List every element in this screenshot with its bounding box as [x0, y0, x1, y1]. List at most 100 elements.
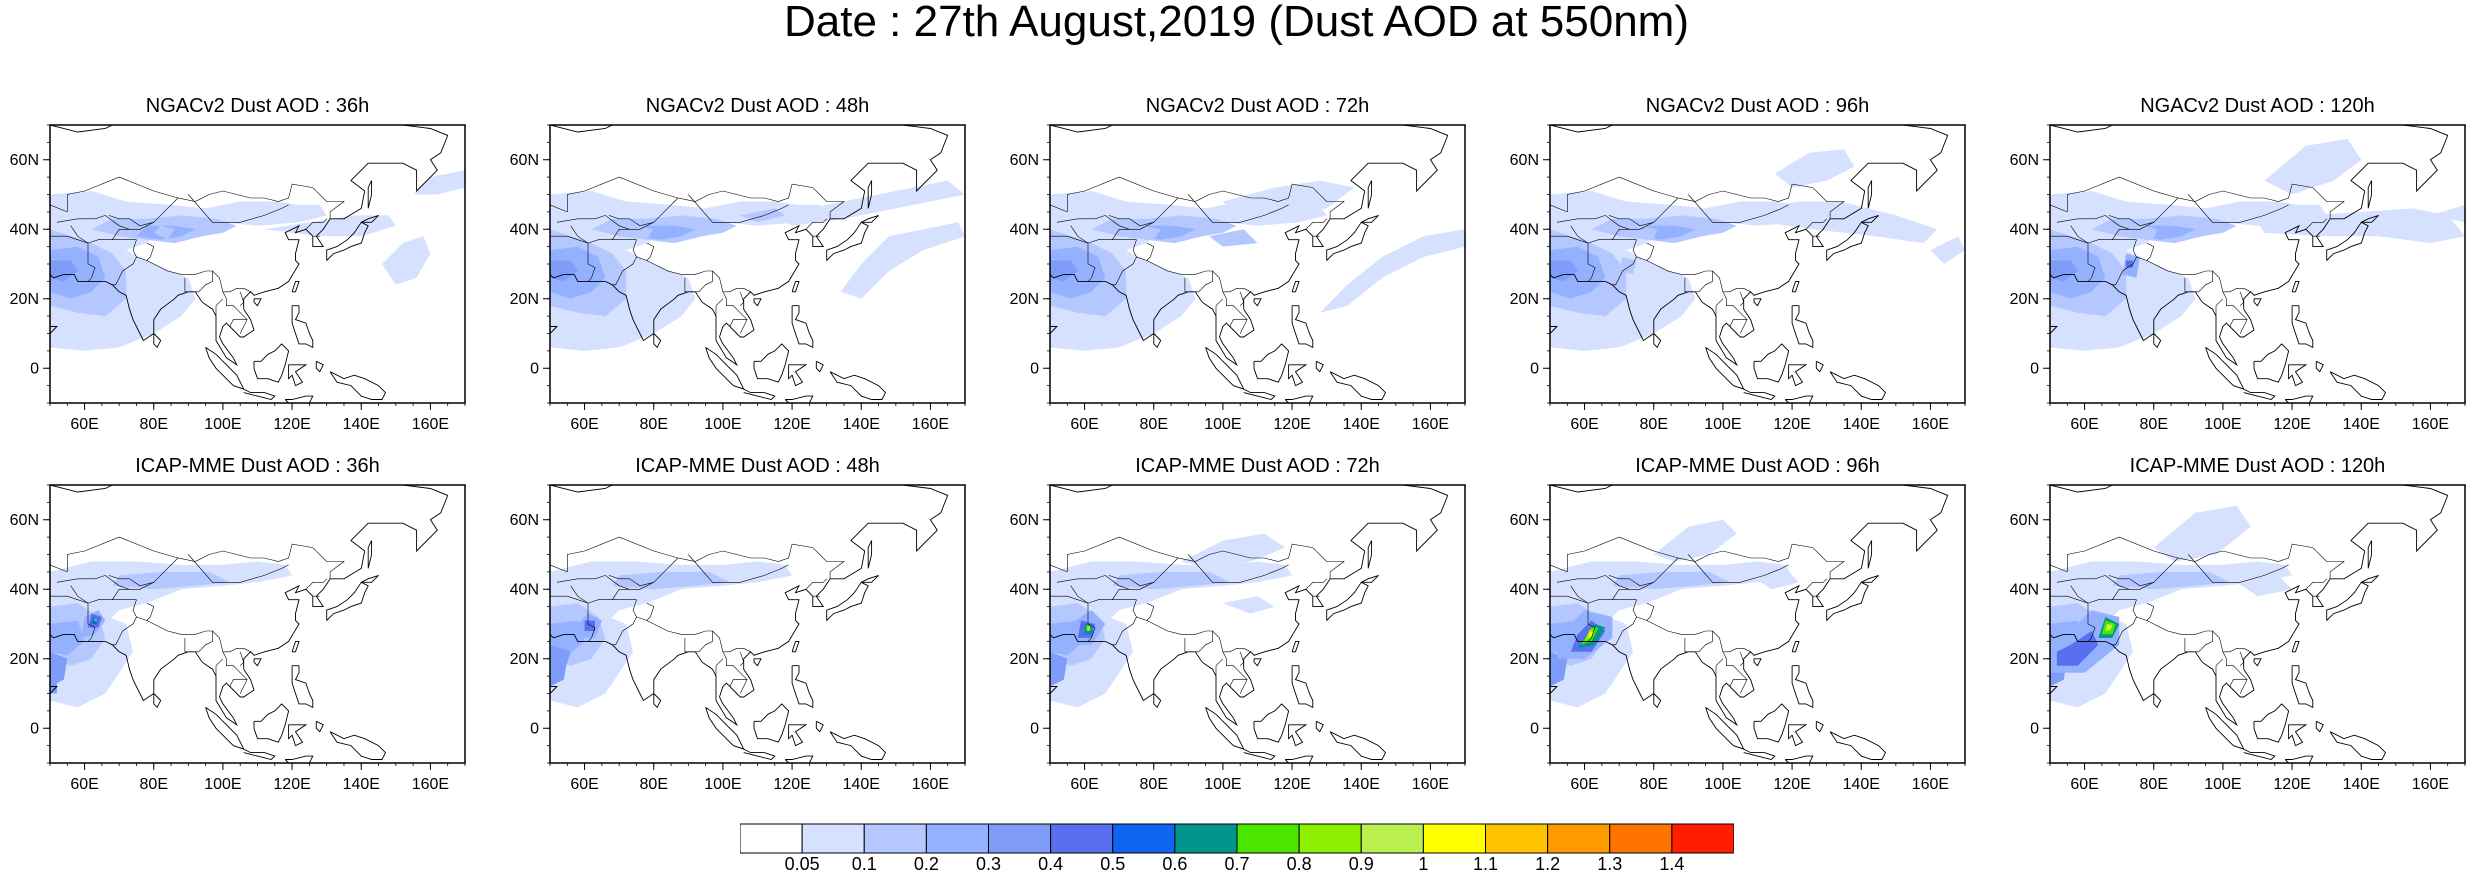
- lon-tick-label: 100E: [2204, 416, 2241, 433]
- coastline: [2367, 540, 2373, 569]
- coastline: [2205, 707, 2245, 750]
- lon-tick-label: 140E: [1343, 776, 1380, 793]
- country-border: [1222, 291, 1248, 334]
- country-border: [1239, 651, 1245, 666]
- coastline: [315, 720, 324, 733]
- coastline: [1791, 640, 1800, 653]
- coastline: [1861, 574, 1879, 583]
- country-border: [112, 599, 137, 646]
- country-border: [1136, 616, 1213, 653]
- dust-aod-patch: [584, 620, 595, 631]
- country-border: [1070, 585, 1089, 604]
- country-border: [608, 575, 654, 587]
- coastline: [815, 360, 824, 373]
- colorbar-swatch: [740, 823, 803, 854]
- lat-tick-label: 40N: [2010, 221, 2039, 238]
- country-border: [108, 575, 154, 587]
- country-border: [636, 616, 713, 653]
- country-border: [1146, 242, 1155, 261]
- country-border: [684, 637, 689, 653]
- figure-title: Date : 27th August,2019 (Dust AOD at 550…: [784, 0, 1689, 46]
- dust-aod-patch: [50, 651, 68, 687]
- lon-tick-label: 160E: [1912, 776, 1949, 793]
- country-border: [1550, 235, 1637, 244]
- coastline: [784, 755, 814, 763]
- country-border: [112, 229, 130, 240]
- coastline: [1653, 693, 1662, 709]
- coastline: [253, 343, 290, 383]
- country-border: [646, 602, 655, 621]
- country-border: [1056, 543, 1345, 590]
- lon-tick-label: 120E: [273, 416, 310, 433]
- lat-tick-label: 0: [2030, 720, 2039, 737]
- colorbar-label: 0.9: [1348, 854, 1374, 874]
- country-border: [1215, 298, 1224, 317]
- lon-tick-label: 140E: [843, 776, 880, 793]
- coastline: [2315, 360, 2324, 373]
- lat-tick-label: 20N: [510, 651, 539, 668]
- map-panel-ngac-96: NGACv2 Dust AOD : 96h 60E 80E 100E 120E 140E 1…: [1510, 95, 1966, 433]
- coastline: [329, 731, 387, 760]
- map-plot: 60E 80E 100E 120E 140E 160E 60N 40N 20N 0: [510, 124, 966, 433]
- country-border: [2215, 658, 2224, 677]
- coastline: [1829, 371, 1887, 400]
- country-border: [739, 651, 745, 666]
- country-border: [2066, 176, 2179, 212]
- coastline: [153, 693, 162, 709]
- lon-tick-label: 140E: [2343, 416, 2380, 433]
- coastline: [329, 371, 387, 400]
- country-border: [1066, 176, 1179, 212]
- country-border: [1215, 658, 1224, 677]
- coastline: [1329, 371, 1387, 400]
- coastline: [867, 540, 873, 569]
- panel-title: NGACv2 Dust AOD : 120h: [2140, 95, 2375, 117]
- lon-tick-label: 60E: [570, 776, 598, 793]
- coastline: [2329, 731, 2387, 760]
- country-border: [2087, 603, 2096, 642]
- coastline: [1253, 658, 1262, 667]
- coastline: [1705, 347, 1745, 390]
- dust-aod-patch: [550, 561, 793, 694]
- dust-aod-patch: [413, 170, 465, 195]
- country-border: [2070, 225, 2089, 244]
- coastline: [1288, 364, 1308, 387]
- country-border: [1688, 554, 1789, 583]
- lat-tick-label: 40N: [1510, 581, 1539, 598]
- dust-aod-patch: [840, 222, 965, 299]
- coastline: [1705, 707, 1745, 750]
- colorbar-label: 1.1: [1472, 854, 1499, 874]
- lon-tick-label: 60E: [1570, 776, 1598, 793]
- dust-aod-patch: [550, 644, 571, 680]
- coastline: [1050, 326, 1058, 334]
- country-border: [239, 651, 245, 666]
- country-border: [1566, 536, 1679, 572]
- country-border: [50, 595, 137, 604]
- lon-tick-label: 80E: [1640, 776, 1668, 793]
- coastline: [753, 298, 762, 307]
- lat-tick-label: 0: [1530, 720, 1539, 737]
- lon-tick-label: 140E: [843, 416, 880, 433]
- dust-aod-patch: [50, 260, 78, 282]
- colorbar-swatch: [1112, 823, 1176, 854]
- country-border: [587, 603, 596, 642]
- country-border: [2212, 630, 2251, 653]
- country-border: [1739, 651, 1745, 666]
- lon-tick-label: 60E: [70, 416, 98, 433]
- country-border: [1612, 599, 1637, 646]
- coastline: [826, 581, 869, 621]
- country-border: [1715, 298, 1724, 317]
- coastline: [1550, 326, 1558, 334]
- lon-tick-label: 140E: [343, 416, 380, 433]
- coastline: [1653, 333, 1662, 349]
- coastline: [1826, 581, 1869, 621]
- country-border: [1212, 270, 1251, 293]
- country-border: [184, 637, 189, 653]
- colorbar-label: 0.7: [1224, 854, 1250, 874]
- coastline: [705, 347, 745, 390]
- country-border: [1612, 229, 1630, 240]
- lat-tick-label: 40N: [2010, 581, 2039, 598]
- country-border: [2146, 242, 2155, 261]
- lat-tick-label: 60N: [1010, 152, 1039, 169]
- lat-tick-label: 20N: [1510, 651, 1539, 668]
- country-border: [2136, 256, 2213, 293]
